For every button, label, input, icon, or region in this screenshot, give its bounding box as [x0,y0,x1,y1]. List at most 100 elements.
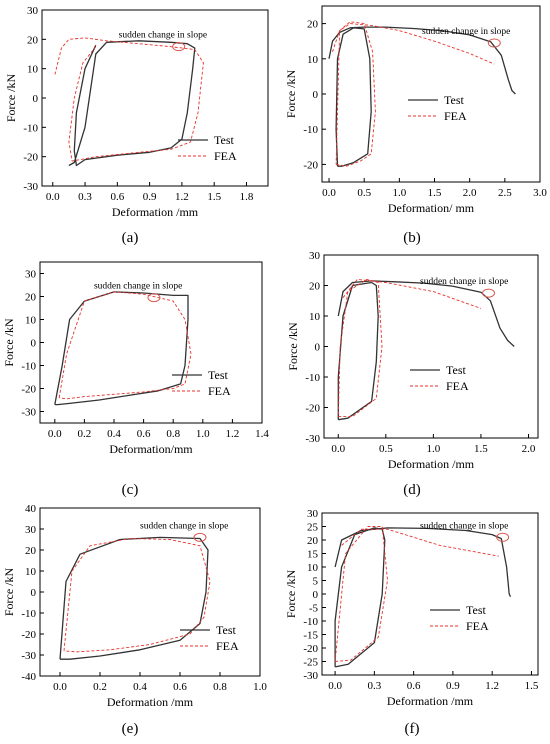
y-tick-label: -5 [309,603,319,615]
panel-caption: (c) [122,482,139,498]
y-tick-label: -20 [305,403,320,415]
y-tick-label: 30 [25,524,37,536]
x-axis-label: Deformation/ mm [388,201,475,215]
x-tick-label: 0.6 [407,680,421,692]
y-tick-label: 0 [313,89,319,101]
y-tick-label: -15 [303,630,318,642]
chart-panel: 0.0 0.2 0.4 0.6 0.8 1.0 1.2 1.4 -30 -20 -10 0 10 20 30… [2,261,269,498]
x-tick-label: 0.0 [53,681,67,693]
y-tick-label: -30 [21,407,36,419]
y-tick-label: -20 [303,643,318,655]
x-tick-label: 0.0 [46,191,60,203]
chart-panel: 0.0 0.3 0.6 0.9 1.2 1.5 1.8 -30 -20 -10 0 10 20 30 Def… [4,5,269,246]
x-tick-label: 0.0 [48,428,62,440]
y-axis-label: Force /kN [4,74,18,123]
x-tick-label: 1.2 [485,680,499,692]
x-tick-label: 0.6 [110,191,124,203]
annotation-text: sudden change in slope [119,31,207,41]
y-axis-label: Force /kN [286,322,300,371]
series-line-fea [342,278,482,309]
annotation-ellipse [487,38,501,48]
annotation-ellipse [482,288,496,298]
legend-label-test: Test [466,603,486,617]
y-tick-label: 30 [27,5,39,17]
panel-caption: (e) [122,721,139,737]
x-tick-label: 3.0 [533,187,547,199]
y-tick-label: 20 [309,281,321,293]
x-tick-label: 0.4 [133,681,147,693]
y-tick-label: 10 [309,311,321,323]
chart-panel: 0.0 0.5 1.0 1.5 2.0 2.5 3.0 -20 -10 0 10 20 Deformat… [284,5,547,246]
y-tick-label: -10 [21,608,36,620]
x-tick-label: 1.2 [226,428,240,440]
series-line-test [334,527,512,597]
series-line-fea [341,528,499,557]
x-tick-label: 0.6 [137,428,151,440]
y-tick-label: -30 [305,433,320,445]
x-tick-label: 1.5 [428,187,442,199]
x-tick-label: 1.5 [207,191,221,203]
x-axis-label: Deformation /mm [387,694,474,708]
x-axis-label: Deformation/mm [109,442,193,456]
x-tick-label: 1.0 [392,187,406,199]
y-tick-label: -20 [21,384,36,396]
legend-label-test: Test [214,133,234,147]
y-tick-label: 20 [27,34,39,46]
x-tick-label: 1.0 [253,681,267,693]
annotation-text: sudden change in slope [420,521,508,531]
x-tick-label: 1.0 [427,443,441,455]
x-tick-label: 0.6 [173,681,187,693]
y-axis-label: Force /kN [284,70,298,119]
x-tick-label: 0.9 [143,191,157,203]
chart-panel: 0.0 0.2 0.4 0.6 0.8 1.0 -40 -30 -20 -10 0 10 20 30 40 D… [2,503,267,737]
y-tick-label: 40 [25,503,37,515]
legend-label-fea: FEA [216,639,239,653]
series-line-fea [332,23,495,65]
series-line-test [337,280,515,347]
y-tick-label: -30 [303,670,318,682]
y-tick-label: 30 [309,250,321,262]
y-tick-label: 0 [315,342,321,354]
y-tick-label: -20 [23,152,38,164]
x-tick-label: 0.3 [367,680,381,692]
x-tick-label: 1.5 [474,443,488,455]
y-tick-label: 15 [307,549,319,561]
legend-label-test: Test [216,623,236,637]
annotation-text: sudden change in slope [140,521,228,531]
y-tick-label: -10 [303,124,318,136]
series-line-test [68,40,196,167]
legend-label-fea: FEA [466,619,489,633]
y-tick-label: 10 [27,64,39,76]
series-line-test [335,27,372,167]
x-tick-label: 0.2 [93,681,107,693]
x-tick-label: 1.2 [175,191,189,203]
x-tick-label: 2.0 [522,443,536,455]
legend-label-fea: FEA [444,109,467,123]
y-tick-label: 0 [31,338,37,350]
y-tick-label: 0 [313,589,319,601]
x-tick-label: 0.8 [166,428,180,440]
panel-caption: (b) [403,230,421,246]
series-line-fea [337,278,383,418]
y-tick-label: -30 [21,650,36,662]
series-line-test [334,527,386,668]
series-line-test [328,26,516,95]
x-tick-label: 0.0 [322,187,336,199]
y-tick-label: -20 [21,629,36,641]
annotation-ellipse [172,42,186,52]
legend: Test FEA [408,93,467,123]
y-axis-label: Force /kN [284,570,298,619]
x-tick-label: 0.5 [357,187,371,199]
legend-label-fea: FEA [208,384,231,398]
y-tick-label: -10 [21,361,36,373]
panel-caption: (f) [405,721,420,737]
x-tick-label: 0.9 [446,680,460,692]
x-axis-label: Deformation /mm [107,695,194,709]
y-tick-label: 10 [307,562,319,574]
x-tick-label: 1.4 [255,428,269,440]
y-tick-label: -25 [303,657,318,669]
series-line-fea [334,526,388,662]
panel-caption: (a) [122,230,139,246]
x-tick-label: 0.8 [213,681,227,693]
legend-label-test: Test [208,368,228,382]
